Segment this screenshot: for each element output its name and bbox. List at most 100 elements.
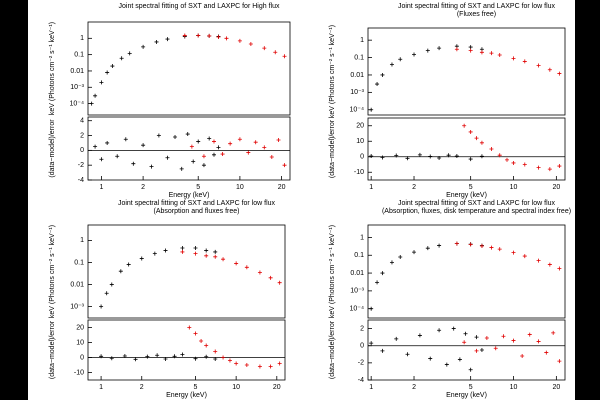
data-point: [193, 251, 198, 256]
right-bar: [575, 0, 600, 400]
chart-title: Joint spectral fitting of SXT and LAXPC …: [398, 200, 556, 207]
data-point: [425, 48, 430, 53]
data-point: [437, 46, 442, 51]
data-point: [484, 336, 489, 340]
data-point: [557, 71, 562, 76]
x-tick-label: 10: [510, 384, 518, 391]
data-point: [547, 262, 552, 267]
x-tick-label: 5: [469, 384, 473, 391]
x-axis-label: Energy (keV): [446, 192, 487, 199]
data-point: [204, 343, 209, 348]
data-point: [221, 355, 226, 360]
x-tick-label: 1: [369, 384, 373, 391]
data-point: [497, 53, 502, 58]
y-tick-label: 10⁻⁴: [70, 100, 85, 107]
data-point: [234, 261, 239, 266]
data-point: [380, 271, 385, 276]
x-tick-label: 10: [236, 184, 244, 191]
data-point: [246, 150, 251, 155]
data-point: [282, 163, 287, 168]
data-point: [527, 332, 532, 337]
data-point: [417, 333, 422, 338]
y-tick-label: 0: [360, 154, 364, 161]
plot-frame: [87, 21, 291, 116]
data-point: [551, 330, 556, 335]
data-point: [216, 145, 221, 150]
x-tick-label: 10: [232, 384, 240, 391]
plot-frame: [367, 27, 566, 116]
data-point: [133, 357, 138, 362]
data-point: [380, 72, 385, 77]
y-tick-label: 0: [80, 354, 84, 361]
chart-subtitle: (Absorption and fluxes free): [154, 208, 240, 215]
data-point: [474, 335, 479, 340]
x-tick-label: 2: [140, 384, 144, 391]
data-point: [522, 162, 527, 167]
data-point: [479, 154, 484, 159]
y-tick-label: 0.1: [74, 259, 84, 266]
data-point: [489, 147, 494, 151]
data-point: [417, 152, 422, 157]
data-point: [511, 338, 516, 343]
x-tick-label: 1: [99, 184, 103, 191]
y-tick-label: 0: [80, 147, 84, 154]
data-point: [522, 254, 527, 259]
data-point: [152, 251, 157, 256]
data-point: [182, 33, 187, 38]
chart-title: Joint spectral fitting of SXT and LAXPC …: [118, 200, 276, 207]
data-point: [536, 339, 541, 344]
data-point: [204, 253, 209, 258]
data-point: [547, 67, 552, 72]
y-tick-label: 0.01: [70, 68, 84, 75]
data-point: [165, 37, 170, 42]
data-point: [405, 352, 410, 357]
data-point: [474, 348, 479, 353]
data-point: [99, 80, 104, 85]
y-tick-label: 0.01: [70, 281, 84, 288]
plot-frame: [87, 224, 286, 319]
y-axis-label: (data−model)/error: [49, 119, 56, 178]
data-point: [425, 246, 430, 251]
data-point: [369, 107, 374, 112]
data-point: [257, 364, 262, 369]
data-point: [394, 336, 399, 341]
y-axis-label: keV (Photons cm⁻² s⁻¹ keV⁻¹): [49, 22, 56, 115]
x-tick-label: 2: [412, 184, 416, 191]
data-point: [262, 145, 267, 150]
data-point: [457, 357, 462, 362]
data-point: [547, 167, 552, 172]
data-point: [479, 348, 484, 352]
data-point: [149, 164, 154, 169]
data-point: [428, 154, 433, 159]
data-point: [479, 50, 484, 55]
data-point: [145, 354, 150, 359]
plot-frame: [367, 319, 566, 381]
x-tick-label: 20: [273, 384, 281, 391]
data-point: [468, 157, 473, 162]
data-point: [479, 244, 484, 249]
data-point: [118, 269, 123, 274]
data-point: [536, 165, 541, 170]
y-tick-label: 0.1: [354, 54, 364, 61]
data-point: [277, 361, 282, 366]
data-point: [489, 245, 494, 250]
data-point: [451, 326, 456, 331]
data-point: [99, 157, 104, 162]
data-point: [193, 246, 198, 251]
y-tick-label: -2: [78, 162, 84, 169]
y-tick-label: 20: [76, 324, 84, 331]
data-point: [237, 137, 242, 142]
data-point: [172, 354, 177, 359]
data-point: [213, 249, 218, 254]
y-tick-label: 10⁻³: [350, 89, 364, 96]
y-axis-label: (data−model)/error: [49, 320, 56, 379]
data-point: [369, 153, 374, 158]
data-point: [282, 54, 287, 59]
y-tick-label: 0.01: [350, 72, 364, 79]
data-point: [479, 140, 484, 145]
y-tick-label: 4: [80, 118, 84, 125]
data-point: [511, 56, 516, 61]
data-point: [493, 346, 498, 351]
data-point: [127, 51, 132, 56]
